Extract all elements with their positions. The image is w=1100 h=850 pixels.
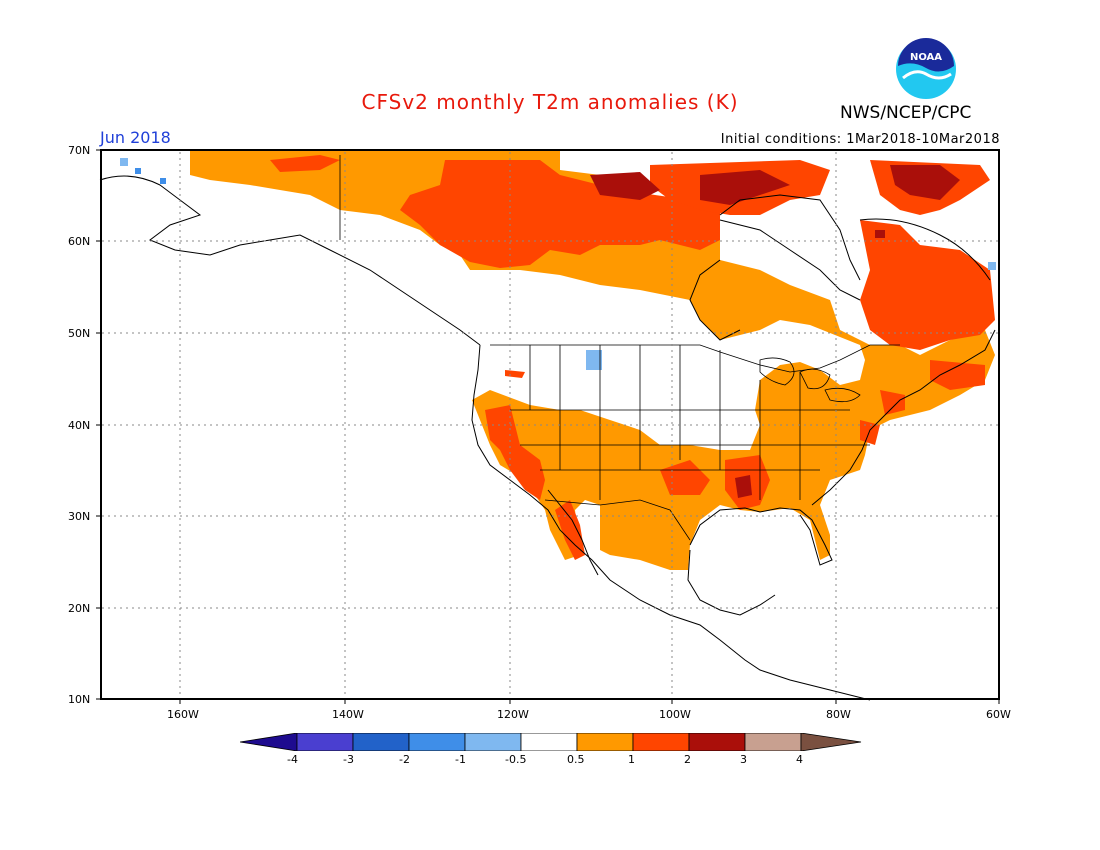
colorbar-label: -3 bbox=[343, 753, 354, 766]
colorbar-segment bbox=[688, 733, 746, 751]
lon-label: 120W bbox=[497, 708, 529, 721]
lon-label: 140W bbox=[332, 708, 364, 721]
map-title: CFSv2 monthly T2m anomalies (K) bbox=[361, 90, 739, 114]
colorbar-label: -1 bbox=[455, 753, 466, 766]
colorbar-label: 4 bbox=[796, 753, 803, 766]
colorbar-label: 3 bbox=[740, 753, 747, 766]
colorbar-label: 0.5 bbox=[567, 753, 585, 766]
political-borders bbox=[339, 155, 900, 541]
colorbar-segment bbox=[576, 733, 634, 751]
ticks bbox=[96, 149, 1000, 704]
coastlines bbox=[99, 175, 996, 701]
colorbar-segment bbox=[800, 733, 862, 751]
colorbar-segment bbox=[352, 733, 410, 751]
lon-label: 100W bbox=[659, 708, 691, 721]
colorbar-segment bbox=[408, 733, 466, 751]
gridlines bbox=[102, 152, 998, 698]
colorbar-segment bbox=[632, 733, 690, 751]
lat-label: 60N bbox=[68, 235, 91, 248]
noaa-logo-text: NOAA bbox=[910, 52, 942, 63]
colorbar-segment bbox=[240, 733, 298, 751]
colorbar bbox=[240, 733, 862, 751]
lat-label: 50N bbox=[68, 327, 91, 340]
colorbar-label: -2 bbox=[399, 753, 410, 766]
lat-label: 40N bbox=[68, 419, 91, 432]
anomaly-fields bbox=[120, 150, 996, 570]
agency-label: NWS/NCEP/CPC bbox=[840, 103, 972, 123]
colorbar-segment bbox=[744, 733, 802, 751]
colorbar-label: 2 bbox=[684, 753, 691, 766]
lat-label: 20N bbox=[68, 602, 91, 615]
noaa-logo: NOAA bbox=[895, 38, 957, 100]
lon-label: 60W bbox=[986, 708, 1011, 721]
lat-label: 30N bbox=[68, 510, 91, 523]
lon-label: 160W bbox=[167, 708, 199, 721]
colorbar-label: -0.5 bbox=[505, 753, 527, 766]
lat-label: 70N bbox=[68, 144, 91, 157]
colorbar-segment bbox=[520, 733, 578, 751]
valid-month: Jun 2018 bbox=[100, 128, 171, 147]
lat-label: 10N bbox=[68, 693, 91, 706]
colorbar-segment bbox=[296, 733, 354, 751]
colorbar-label: -4 bbox=[287, 753, 298, 766]
colorbar-label: 1 bbox=[628, 753, 635, 766]
great-lakes bbox=[759, 357, 861, 403]
initial-conditions: Initial conditions: 1Mar2018-10Mar2018 bbox=[720, 132, 1000, 147]
colorbar-segment bbox=[464, 733, 522, 751]
lon-label: 80W bbox=[826, 708, 851, 721]
